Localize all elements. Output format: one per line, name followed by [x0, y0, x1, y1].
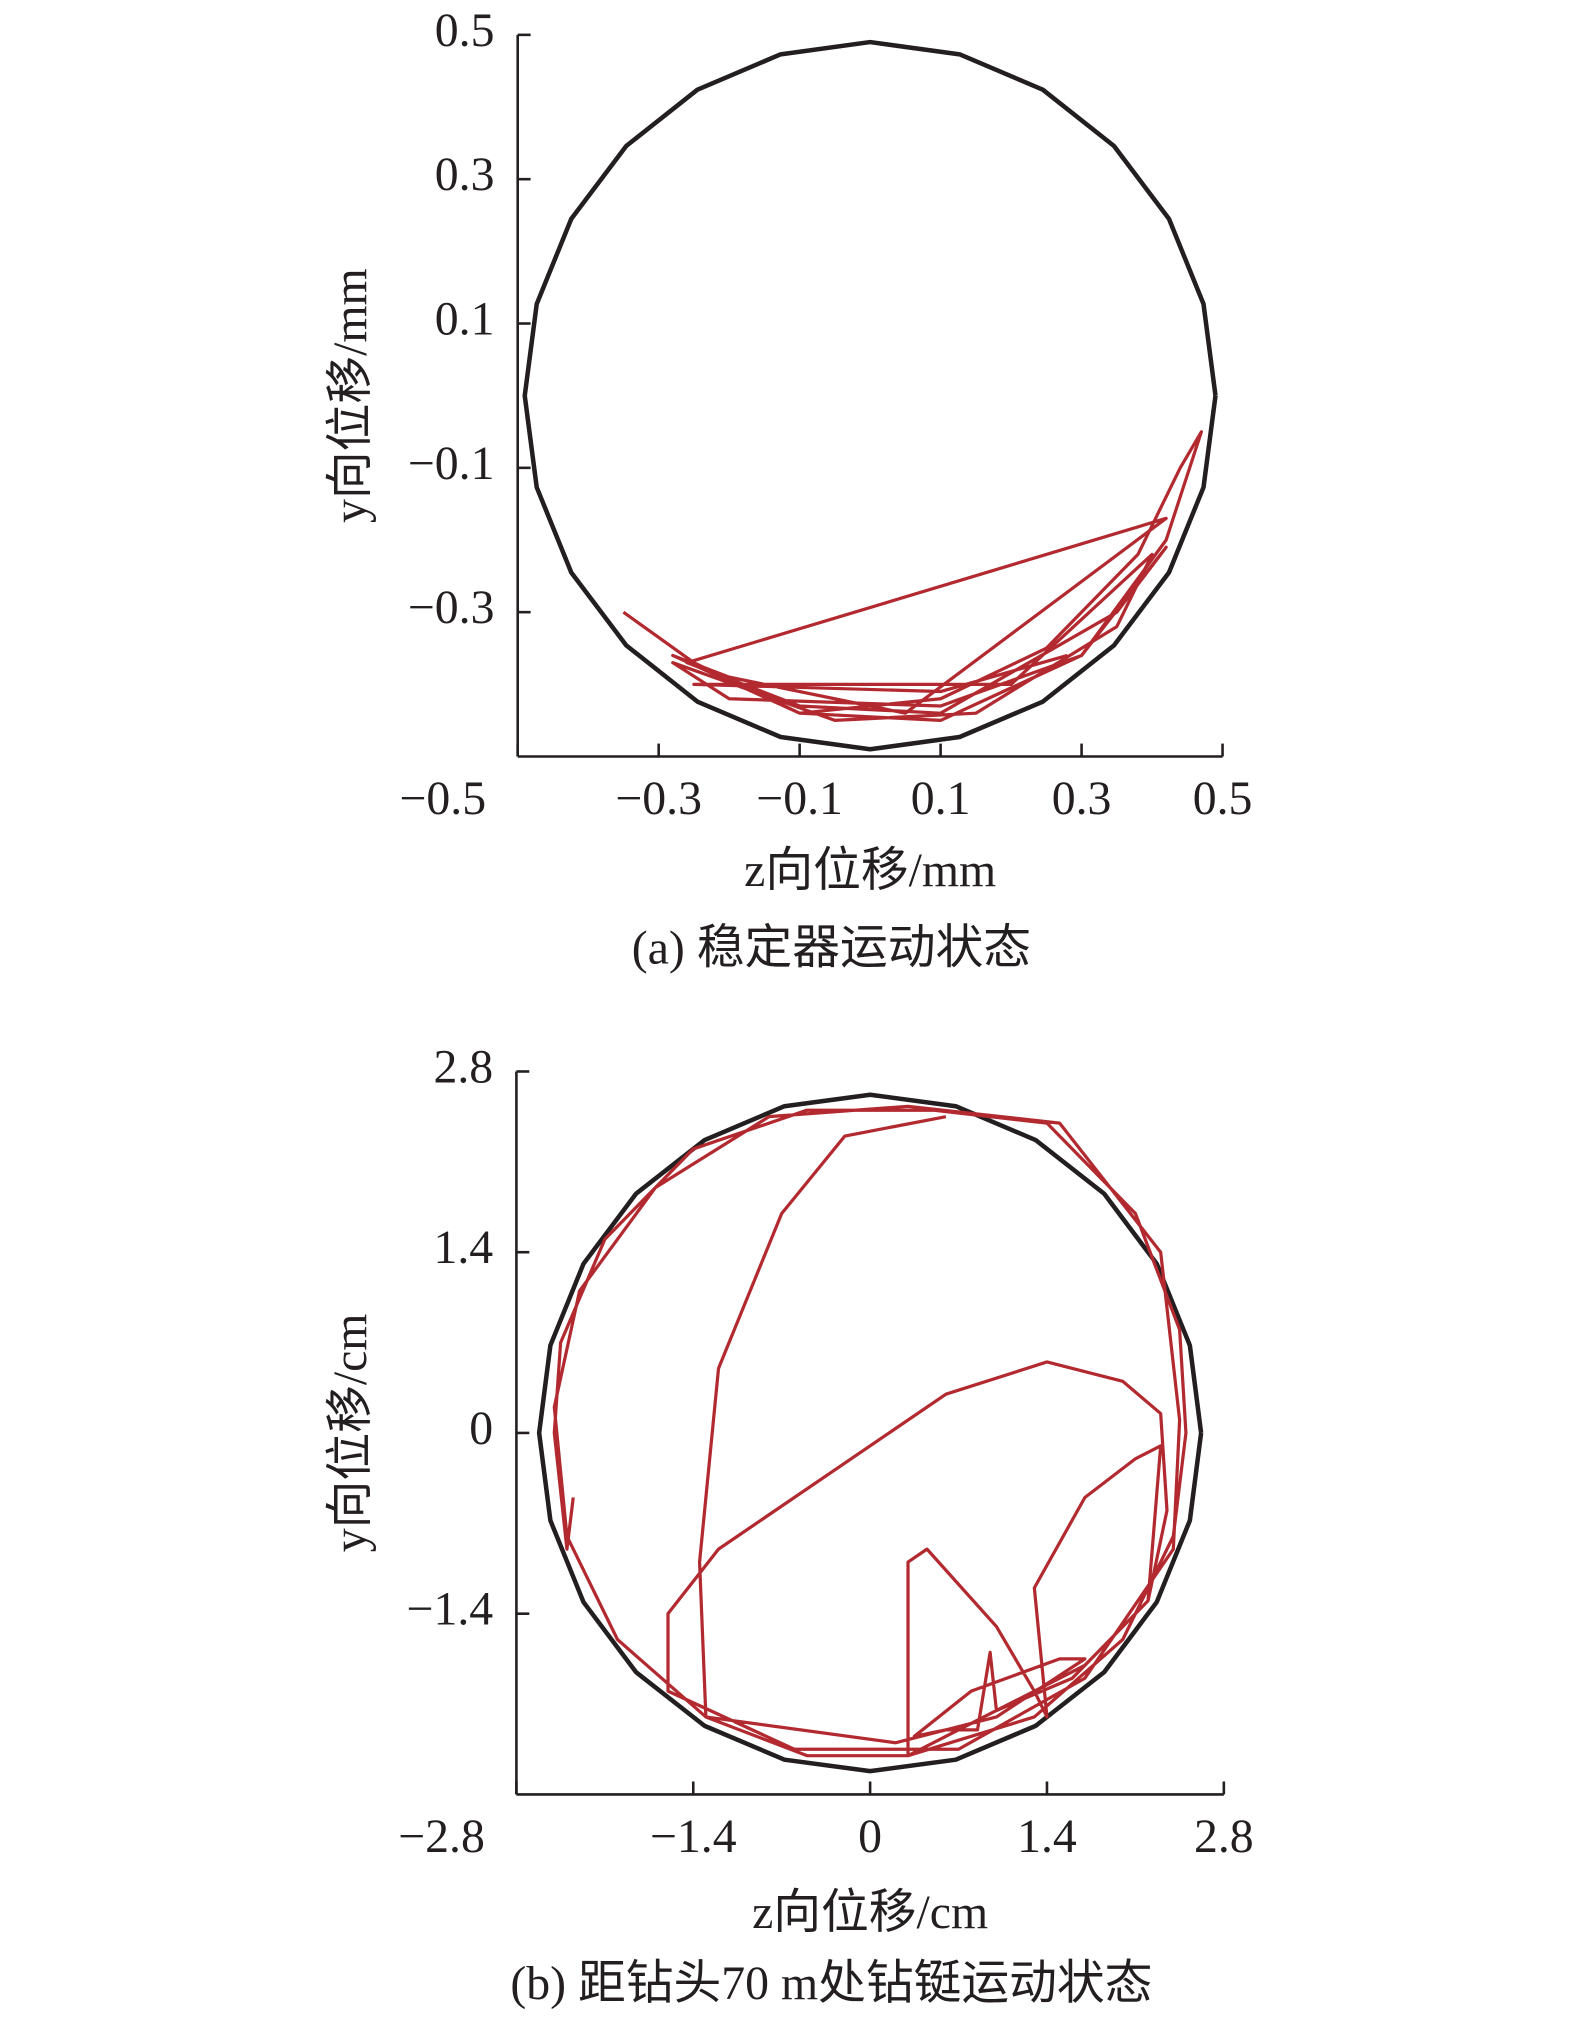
y-tick-label: 2.8: [433, 1040, 493, 1093]
x-tick-label: 0: [858, 1810, 882, 1863]
y-axis-label: y向位移/mm: [324, 268, 377, 523]
x-tick-label: 0.1: [911, 772, 971, 825]
trajectory: [622, 430, 1204, 723]
x-tick-label: −2.8: [398, 1810, 485, 1863]
y-tick-label: −1.4: [407, 1583, 494, 1636]
x-tick-label: 2.8: [1194, 1810, 1254, 1863]
x-tick-label: −1.4: [650, 1810, 737, 1863]
x-tick-label: 0.5: [1193, 772, 1253, 825]
x-axis-label: z向位移/cm: [752, 1886, 988, 1939]
x-axis-label: z向位移/mm: [744, 844, 996, 897]
caption: (b) 距钻头70 m处钻铤运动状态: [510, 1957, 1152, 2010]
trajectory: [552, 1104, 1188, 1758]
y-tick-label: 0.5: [435, 4, 495, 57]
x-tick-label: −0.5: [400, 772, 487, 825]
y-tick-label: −0.1: [408, 437, 495, 490]
y-tick-label: 0: [469, 1402, 493, 1455]
x-tick-label: 0.3: [1052, 772, 1112, 825]
boundary-circle: [522, 39, 1218, 752]
y-tick-label: 1.4: [433, 1221, 493, 1274]
x-tick-label: −0.1: [756, 772, 843, 825]
caption: (a) 稳定器运动状态: [632, 922, 1031, 975]
y-axis-label: y向位移/cm: [324, 1314, 377, 1553]
boundary-circle: [536, 1092, 1204, 1774]
x-tick-label: 1.4: [1017, 1810, 1077, 1863]
y-tick-label: −0.3: [408, 581, 495, 634]
y-tick-label: 0.1: [435, 292, 495, 345]
y-tick-label: 0.3: [435, 148, 495, 201]
x-tick-label: −0.3: [615, 772, 702, 825]
